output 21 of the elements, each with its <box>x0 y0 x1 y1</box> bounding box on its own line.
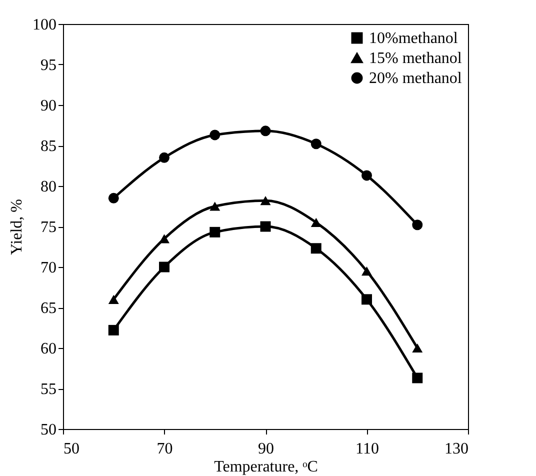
x-axis-title: Temperature, ᵒC <box>214 458 318 476</box>
legend-label: 10%methanol <box>369 30 458 47</box>
y-tick-label: 65 <box>40 300 56 317</box>
legend-label: 15% methanol <box>369 50 462 67</box>
y-tick-label: 55 <box>40 381 56 398</box>
y-tick-label: 85 <box>40 138 56 155</box>
x-tick-label: 50 <box>64 440 80 458</box>
y-axis-title: Yield, % <box>8 199 26 255</box>
y-tick-label: 60 <box>40 340 56 358</box>
x-tick-label: 130 <box>444 440 468 458</box>
y-tick-label: 75 <box>40 219 56 236</box>
y-tick-label: 95 <box>40 57 56 74</box>
y-tick-label: 100 <box>32 16 56 34</box>
x-tick-label: 70 <box>156 440 173 458</box>
legend-label: 20% methanol <box>369 70 462 87</box>
y-tick-label: 90 <box>40 98 56 114</box>
y-tick-label: 50 <box>40 422 56 438</box>
x-tick-label: 110 <box>356 440 379 458</box>
y-tick-label: 80 <box>40 178 56 196</box>
x-tick-label: 90 <box>258 440 274 458</box>
y-tick-label: 70 <box>40 260 56 276</box>
